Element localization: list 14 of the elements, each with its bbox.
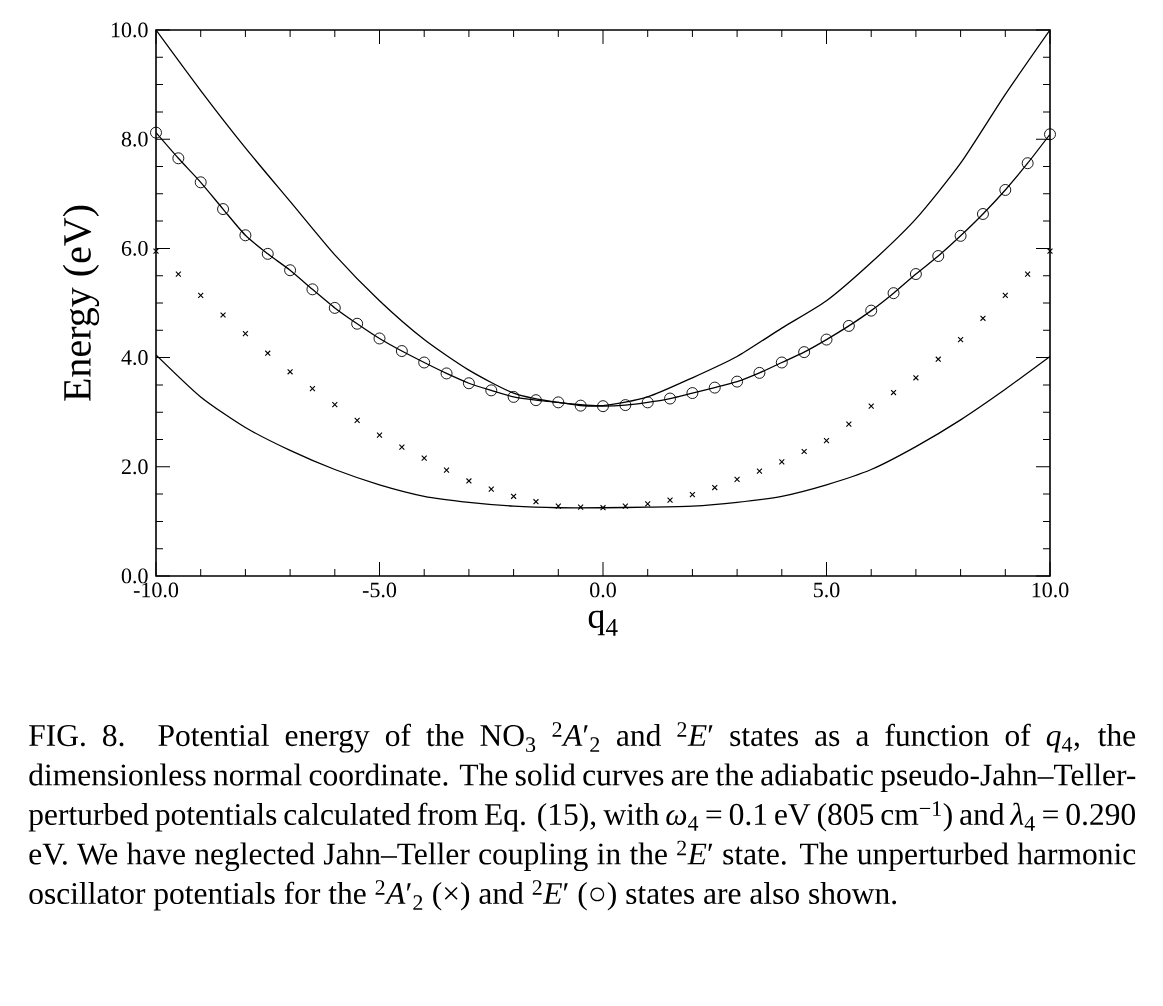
y-axis-title: Energy (eV) — [62, 205, 100, 401]
x-tick-label: -5.0 — [362, 582, 397, 598]
y-tick-label: 2.0 — [121, 459, 148, 475]
x-tick-label: -10.0 — [133, 582, 179, 598]
y-tick-label: 8.0 — [121, 131, 148, 147]
x-tick-label: 5.0 — [814, 582, 840, 598]
y-tick-label: 0.0 — [121, 568, 148, 584]
x-tick-label: 10.0 — [1032, 582, 1069, 598]
x-tick-label: 0.0 — [590, 582, 616, 598]
y-tick-label: 6.0 — [121, 240, 148, 256]
x-axis-title: q$_{4}$ — [588, 610, 618, 636]
text: FIG. 8. Potential energy of the NO$_{3}$ $^{2}$A′$_{2}$ and $^{2}$E′ states as a function of q$_{4}$, the dimensionless normal coordinate. The solid curves are the adiabatic pseudo-Jahn–Teller-perturbed potentials calculated from Eq. (15), with ω$_{4}$ = 0.1 eV (805 cm$^{−1}$) and λ$_{4}$ = 0.290 eV. We have neglected Jahn–Teller coupling in the $^{2}$E′ state. The unperturbed harmonic oscillator potentials for the $^{2}$A′$_{2}$ (×) and $^{2}$E′ (○) states are also shown. — [28, 722, 1136, 911]
y-tick-label: 10.0 — [111, 22, 148, 38]
y-tick-label: 4.0 — [121, 350, 148, 366]
